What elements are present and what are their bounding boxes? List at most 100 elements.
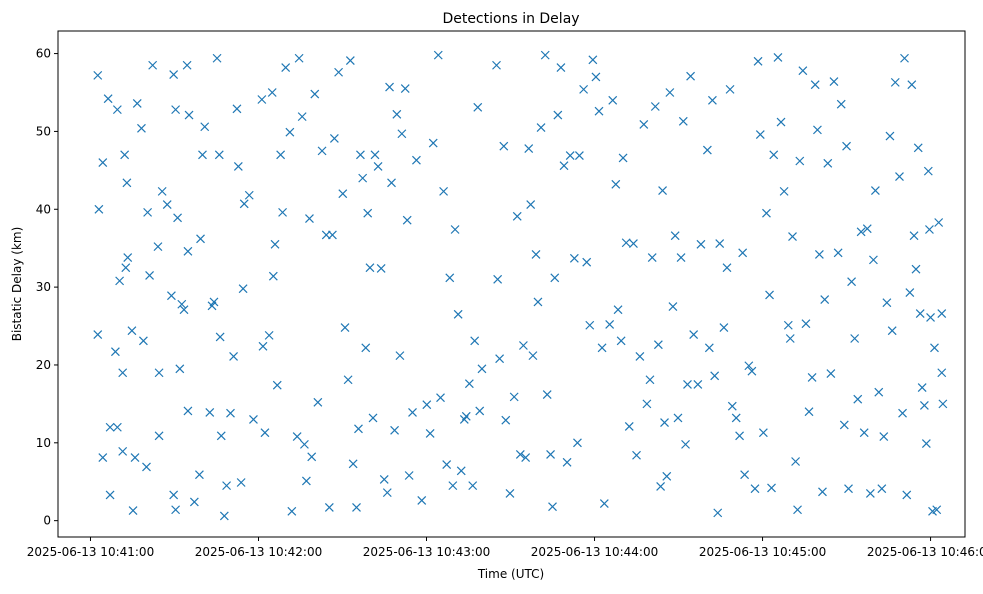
x-marker-stroke (493, 274, 503, 284)
x-marker-stroke (540, 50, 550, 60)
x-marker-stroke (656, 481, 666, 491)
data-point (387, 178, 396, 188)
data-point (173, 213, 182, 223)
x-marker-stroke (853, 394, 863, 404)
x-marker-stroke (450, 225, 460, 234)
data-point (103, 94, 113, 104)
data-point (776, 117, 786, 127)
x-marker-stroke (499, 141, 509, 151)
data-point (368, 413, 378, 423)
data-point (171, 105, 181, 115)
x-marker-stroke (616, 336, 626, 346)
data-point (408, 408, 417, 417)
x-marker-stroke (814, 249, 824, 259)
x-marker-stroke (361, 343, 371, 353)
data-point (278, 207, 288, 217)
data-point (536, 123, 546, 132)
x-marker-stroke (162, 200, 172, 210)
data-point (422, 400, 432, 410)
data-point (233, 162, 243, 171)
x-marker-stroke (844, 484, 853, 494)
data-point (559, 161, 569, 171)
y-tick-label: 60 (36, 47, 51, 61)
data-point (823, 158, 833, 168)
data-point (895, 172, 904, 181)
x-marker-stroke (902, 490, 912, 500)
x-marker-stroke (885, 131, 895, 141)
data-point (642, 399, 652, 409)
x-marker-stroke (597, 343, 607, 353)
data-point (177, 299, 187, 309)
x-marker-stroke (439, 186, 449, 196)
x-marker-stroke (793, 505, 802, 515)
x-marker-stroke (428, 138, 438, 148)
data-point (445, 273, 455, 283)
data-point (400, 84, 410, 94)
x-marker-stroke (157, 186, 167, 196)
data-point (926, 313, 935, 322)
x-marker-stroke (425, 429, 435, 438)
data-point (856, 227, 866, 237)
data-point (473, 102, 483, 112)
x-marker-stroke (925, 225, 934, 234)
data-point (175, 364, 185, 374)
data-point (363, 208, 373, 218)
x-marker-stroke (909, 231, 919, 241)
data-point (722, 263, 732, 273)
x-marker-stroke (505, 488, 515, 498)
x-marker-stroke (179, 305, 189, 315)
x-marker-stroke (608, 95, 618, 105)
x-marker-stroke (518, 341, 528, 350)
x-marker-stroke (232, 104, 242, 114)
data-point (412, 155, 421, 165)
x-marker-stroke (856, 227, 866, 237)
data-point (795, 156, 805, 166)
x-marker-stroke (370, 150, 380, 160)
data-point (747, 366, 757, 376)
data-point (670, 231, 680, 241)
data-point (470, 336, 480, 346)
data-point (569, 253, 579, 263)
x-marker-stroke (382, 488, 392, 498)
data-point (526, 200, 536, 210)
data-point (719, 323, 729, 333)
x-marker-stroke (400, 84, 410, 94)
x-marker-stroke (501, 415, 511, 425)
x-marker-stroke (731, 413, 741, 423)
x-marker-stroke (307, 452, 317, 462)
x-marker-stroke (473, 102, 483, 112)
x-marker-stroke (668, 302, 678, 311)
x-marker-stroke (390, 425, 400, 435)
data-point (226, 408, 235, 418)
x-marker-stroke (153, 242, 163, 252)
x-marker-stroke (528, 351, 538, 361)
data-point (436, 393, 445, 403)
data-point (145, 271, 154, 280)
data-point (169, 70, 179, 80)
data-point (464, 379, 474, 389)
x-marker-stroke (456, 466, 466, 476)
x-marker-stroke (658, 186, 667, 196)
x-marker-stroke (348, 459, 358, 469)
x-marker-stroke (686, 71, 696, 81)
x-marker-stroke (387, 178, 396, 188)
x-marker-stroke (715, 239, 725, 248)
y-tick-label: 30 (36, 280, 51, 294)
data-point (937, 368, 947, 378)
data-point (869, 255, 878, 265)
x-marker-stroke (624, 422, 634, 431)
data-point (127, 326, 137, 336)
x-marker-stroke (559, 161, 569, 171)
x-marker-stroke (839, 420, 849, 430)
x-marker-stroke (196, 234, 205, 244)
data-point (456, 466, 466, 476)
x-marker-stroke (376, 264, 386, 273)
data-point (439, 186, 449, 196)
data-point (826, 369, 836, 378)
data-point (842, 141, 851, 151)
data-point (453, 309, 463, 319)
data-point (885, 131, 895, 141)
data-point (548, 502, 557, 512)
x-marker-stroke (352, 502, 361, 512)
data-point (461, 411, 471, 421)
